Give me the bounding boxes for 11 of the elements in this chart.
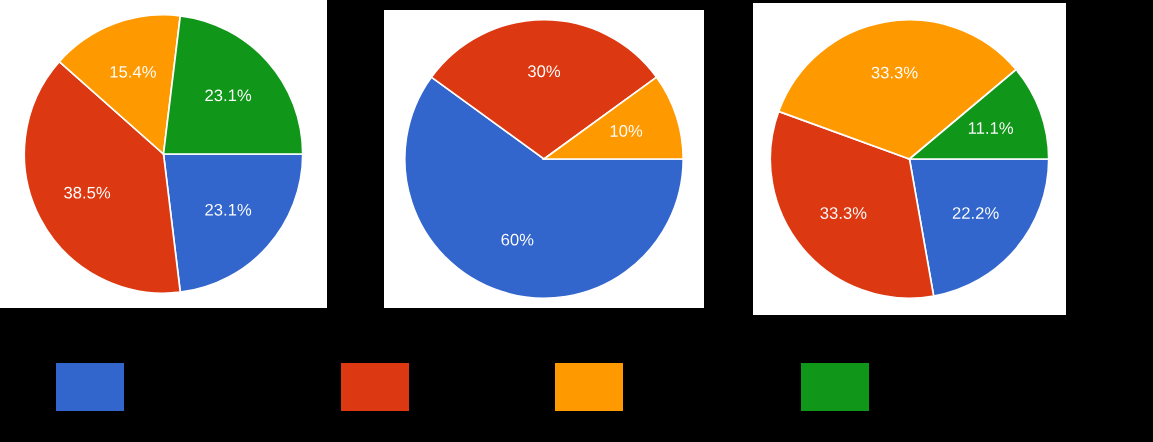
data-label: 15.4% [110, 66, 156, 78]
data-label: 22.2% [952, 207, 999, 219]
data-label: 38.5% [64, 186, 111, 199]
data-label: 23.1% [205, 89, 252, 102]
data-label: 33.3% [871, 66, 918, 79]
data-label: 23.1% [205, 203, 252, 216]
data-label: 11.1% [968, 122, 1014, 134]
data-label: 30% [527, 65, 561, 78]
data-label: 33.3% [820, 207, 867, 219]
data-label: 60% [501, 233, 534, 246]
data-label: 10% [610, 125, 643, 137]
